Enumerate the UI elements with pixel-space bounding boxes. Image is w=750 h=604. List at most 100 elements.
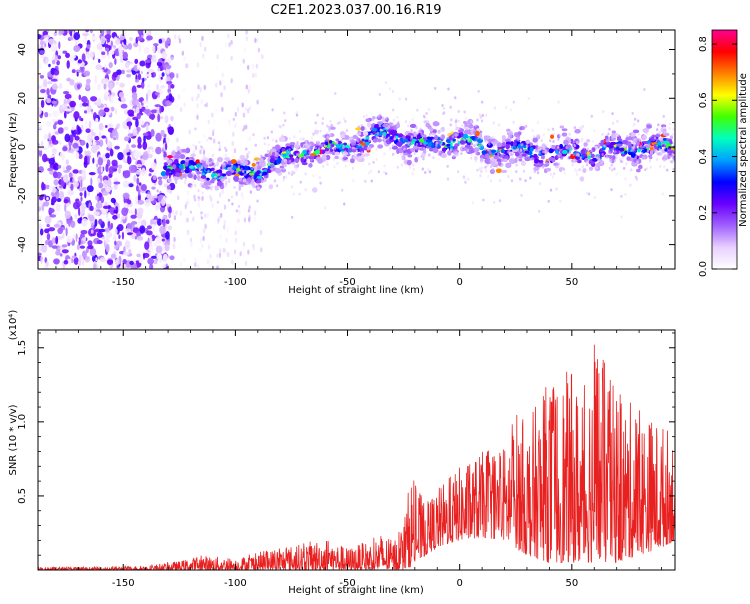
spectrogram-cell — [453, 151, 459, 155]
spectrogram-cell — [140, 34, 144, 38]
spectrogram-cell — [510, 146, 514, 150]
spectrogram-cell — [622, 166, 626, 170]
spectrogram-cell — [158, 38, 163, 44]
spectrogram-cell — [427, 168, 430, 172]
spectrogram-cell — [391, 123, 395, 127]
spectrogram-cell — [197, 202, 200, 208]
spectrogram-cell — [302, 137, 305, 141]
spectrogram-cell — [78, 153, 83, 160]
spectrogram-cell — [223, 204, 227, 210]
spectrogram-cell — [261, 54, 264, 60]
spectrogram-cell — [498, 179, 502, 183]
spectrogram-cell — [164, 243, 170, 252]
spectrogram-cell — [94, 75, 98, 84]
spectrogram-cell — [606, 156, 609, 160]
spectrogram-cell — [365, 118, 371, 123]
spectrogram-cell — [147, 69, 155, 73]
spectrogram-cell — [449, 148, 453, 152]
spectrogram-cell — [53, 223, 60, 228]
spectrogram-cell — [636, 168, 641, 173]
spectrogram-cell — [282, 167, 285, 171]
snr-y-label: SNR (10 * v/v) — [8, 404, 19, 475]
spectrogram-cell — [40, 54, 45, 59]
spectrogram-cell — [52, 111, 57, 118]
spectrogram-cell — [662, 126, 666, 130]
spectrogram-cell — [150, 109, 158, 114]
spectrogram-cell — [298, 129, 302, 133]
spectrogram-cell — [123, 246, 126, 253]
spectrogram-cell — [136, 62, 140, 70]
spectrogram-cell — [301, 146, 305, 150]
spectrogram-cell — [659, 137, 663, 141]
spectrogram-cell — [115, 81, 120, 86]
colorbar: 0.00.20.40.60.8 Normalized spectral ampl… — [698, 29, 749, 277]
spectrogram-cell — [98, 130, 102, 140]
spectrogram-cell — [242, 128, 245, 132]
spectrogram-cell — [147, 257, 155, 265]
spectrogram-cell — [167, 57, 172, 64]
spectrogram-cell — [259, 173, 262, 177]
spectrogram-cell — [142, 153, 149, 161]
spectrogram-cell — [38, 252, 42, 256]
spectrogram-cell — [521, 153, 527, 157]
spectrogram-cell — [201, 147, 205, 151]
spectrogram-cell — [636, 119, 640, 123]
colorbar-tick-label: 0.4 — [698, 149, 709, 165]
spectrogram-cell — [170, 84, 175, 89]
spectrogram-cell — [184, 204, 187, 210]
spectrogram-cell — [52, 171, 58, 179]
spectrogram-cell — [482, 198, 485, 202]
spectrogram-cell — [193, 194, 196, 200]
spectrogram-cell — [113, 183, 118, 190]
spectrogram-cell — [246, 170, 250, 174]
spectrogram-cell — [340, 138, 343, 142]
spectrogram-cell — [228, 176, 231, 182]
spectrogram-cell — [489, 136, 492, 140]
spectrogram-cell — [296, 164, 299, 168]
spectrogram-cell — [578, 168, 581, 172]
spectrogram-cell — [170, 170, 175, 173]
spectrogram-cell — [425, 122, 431, 128]
spectrogram-cell — [90, 111, 94, 115]
spectrogram-cell — [93, 211, 100, 216]
spectrogram-cell — [100, 166, 103, 173]
spectrogram-cell — [51, 43, 58, 51]
spectrogram-cell — [336, 162, 339, 166]
spectrogram-cell — [616, 137, 621, 141]
spectrogram-cell — [312, 187, 318, 193]
spectrogram-cell — [108, 49, 115, 55]
spectrogram-cell — [343, 202, 346, 206]
spectrogram-cell — [329, 126, 336, 130]
spectrogram-cell — [535, 142, 538, 146]
spectrogram-cell — [117, 223, 124, 232]
snr-y-tick-label: 1.0 — [17, 414, 28, 430]
spectrogram-cell — [169, 72, 175, 79]
spectrogram-cell — [383, 152, 386, 156]
spectrogram-cell — [82, 38, 88, 44]
spectrogram-cell — [305, 142, 308, 146]
spectrogram-cell — [137, 136, 142, 146]
spectrogram-cell — [126, 232, 134, 236]
spectrogram-cell — [334, 156, 339, 160]
spectrogram-cell — [93, 263, 97, 269]
spectrogram-cell — [55, 190, 60, 200]
spectrogram-cell — [595, 166, 599, 170]
spectrogram-cell — [166, 37, 172, 45]
spectrogram-cell — [496, 142, 503, 148]
spectrogram-cell — [512, 120, 515, 124]
spectrogram-cell — [538, 209, 541, 213]
spectrogram-cell — [346, 158, 349, 162]
snr-frame — [37, 329, 676, 571]
spectrogram-cell — [227, 33, 230, 39]
spectrogram-cell — [152, 45, 156, 53]
colorbar-label: Normalized spectral amplitude — [738, 73, 749, 227]
spectrogram-cell — [255, 63, 259, 69]
spectrogram-cell — [208, 158, 213, 163]
spectrogram-cell — [630, 149, 633, 153]
spectrogram-cell — [74, 135, 80, 141]
spectrogram-cell — [55, 235, 59, 245]
spectrogram-cell — [295, 147, 299, 151]
spectrogram-cell — [89, 247, 97, 257]
spectrogram-cell — [120, 220, 123, 224]
spectrogram-cell — [404, 97, 408, 101]
